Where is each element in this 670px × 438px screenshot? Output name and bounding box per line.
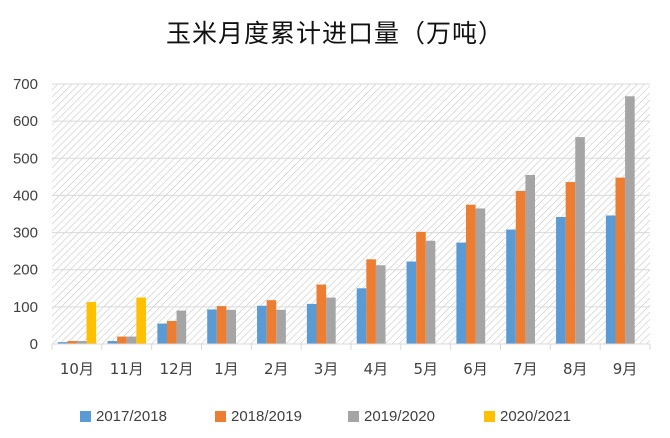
y-tick-label: 500: [13, 150, 38, 167]
y-tick-label: 700: [13, 76, 38, 93]
bar: [57, 342, 68, 344]
legend-label: 2017/2018: [96, 408, 167, 425]
bar: [515, 190, 526, 344]
bar: [416, 231, 426, 344]
bar: [456, 242, 466, 344]
bar: [475, 208, 486, 344]
plot-area-background: [52, 84, 650, 344]
y-tick-label: 300: [13, 225, 38, 242]
bar: [425, 240, 436, 344]
chart-title: 玉米月度累计进口量（万吨）: [165, 19, 504, 48]
bar: [575, 137, 585, 344]
bar: [207, 309, 217, 344]
bar: [166, 320, 177, 344]
bar: [176, 310, 187, 344]
x-tick-label: 9月: [613, 360, 638, 378]
x-tick-label: 6月: [463, 360, 488, 378]
legend: 2017/2018 2018/2019 2019/2020 2020/2021: [80, 408, 571, 425]
bar: [117, 336, 127, 344]
legend-swatch: [484, 411, 495, 422]
bars: [57, 96, 635, 344]
bar: [306, 303, 317, 344]
bar: [615, 177, 626, 344]
bar: [366, 259, 376, 344]
bar: [216, 306, 227, 344]
bar: [525, 175, 536, 344]
x-tick-label: 5月: [413, 360, 438, 378]
bar: [565, 182, 576, 344]
x-tick-label: 4月: [364, 360, 389, 378]
x-tick-label: 1月: [214, 360, 239, 378]
legend-label: 2020/2021: [500, 408, 571, 425]
y-tick-label: 100: [13, 299, 38, 316]
legend-label: 2019/2020: [364, 408, 435, 425]
y-tick-label: 200: [13, 262, 38, 279]
bar: [326, 297, 336, 344]
x-tick-label: 11月: [110, 360, 144, 378]
bar: [136, 297, 146, 344]
legend-swatch: [215, 411, 226, 422]
bar: [556, 216, 566, 344]
bar: [356, 288, 367, 344]
bar: [406, 261, 417, 344]
bar: [316, 284, 327, 344]
bar: [266, 300, 277, 344]
bar: [107, 341, 118, 344]
legend-swatch: [348, 411, 359, 422]
x-tick-label: 12月: [160, 360, 194, 378]
x-tick-label: 7月: [513, 360, 538, 378]
bar: [257, 305, 267, 344]
bar: [126, 336, 137, 344]
y-tick-label: 0: [30, 336, 38, 353]
legend-swatch: [80, 411, 91, 422]
bar: [276, 309, 286, 344]
bar: [465, 204, 476, 344]
legend-label: 2018/2019: [231, 408, 302, 425]
gridlines: [52, 83, 650, 345]
y-tick-label: 400: [13, 187, 38, 204]
bar: [605, 215, 616, 344]
bar: [67, 341, 77, 344]
bar: [506, 229, 516, 344]
x-tick-label: 10月: [60, 360, 94, 378]
x-tick-label: 3月: [314, 360, 339, 378]
axes: 0 100 200 300 400 500 600 700 10月 11月 12月 1月 2月 3月 4月 5…: [13, 76, 651, 378]
y-tick-label: 600: [13, 113, 38, 130]
bar: [226, 309, 237, 344]
x-tick-label: 8月: [563, 360, 588, 378]
bar: [625, 96, 635, 344]
bar: [76, 341, 87, 344]
bar: [86, 302, 97, 344]
bar: [157, 323, 167, 344]
bar: [375, 265, 386, 344]
x-tick-label: 2月: [264, 360, 289, 378]
